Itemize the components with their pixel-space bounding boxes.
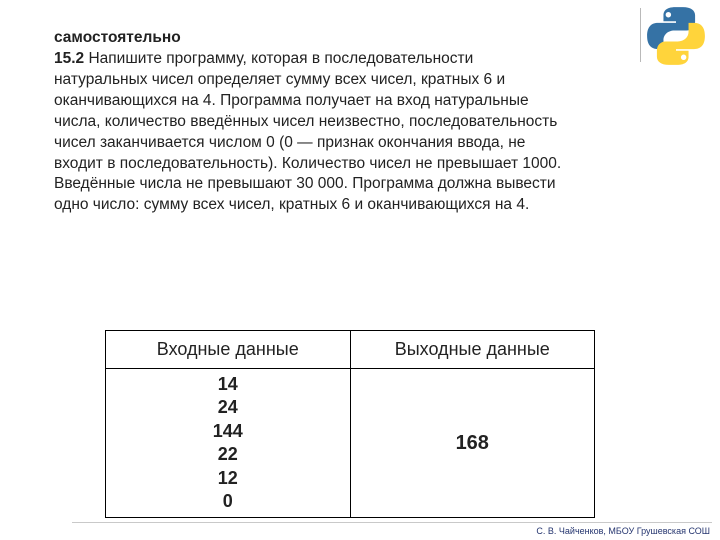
footer: С. В. Чайченков, МБОУ Грушевская СОШ bbox=[536, 526, 710, 536]
footer-line bbox=[72, 522, 712, 523]
input-value: 144 bbox=[112, 420, 344, 443]
output-cell: 168 bbox=[350, 369, 595, 518]
task-content: самостоятельно 15.2 Напишите программу, … bbox=[54, 28, 564, 216]
input-cell: 14 24 144 22 12 0 bbox=[106, 369, 351, 518]
heading: самостоятельно bbox=[54, 28, 564, 49]
task-number: 15.2 bbox=[54, 50, 84, 67]
th-input: Входные данные bbox=[106, 331, 351, 369]
input-value: 24 bbox=[112, 396, 344, 419]
table-header-row: Входные данные Выходные данные bbox=[106, 331, 595, 369]
task-text: Напишите программу, которая в последоват… bbox=[54, 50, 561, 213]
io-table: Входные данные Выходные данные 14 24 144… bbox=[105, 330, 595, 518]
input-value: 22 bbox=[112, 443, 344, 466]
input-value: 0 bbox=[112, 490, 344, 513]
table-row: 14 24 144 22 12 0 168 bbox=[106, 369, 595, 518]
input-value: 14 bbox=[112, 373, 344, 396]
python-logo bbox=[646, 6, 706, 68]
logo-divider bbox=[640, 8, 641, 62]
task-body: 15.2 Напишите программу, которая в после… bbox=[54, 49, 564, 216]
python-logo-svg bbox=[646, 6, 706, 66]
footer-text: С. В. Чайченков, МБОУ Грушевская СОШ bbox=[536, 526, 710, 536]
input-value: 12 bbox=[112, 467, 344, 490]
th-output: Выходные данные bbox=[350, 331, 595, 369]
io-table-wrap: Входные данные Выходные данные 14 24 144… bbox=[105, 330, 595, 518]
